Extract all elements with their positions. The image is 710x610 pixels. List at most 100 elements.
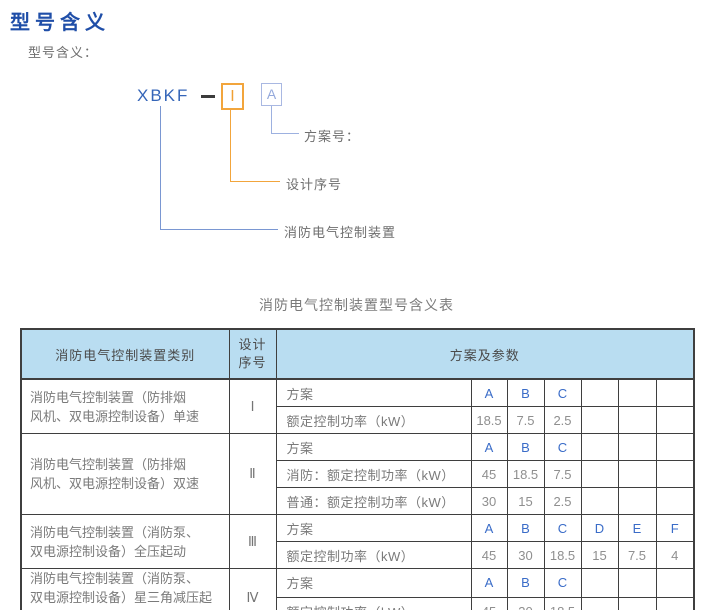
design-no-cell: Ⅲ bbox=[228, 514, 277, 569]
value-cell bbox=[617, 406, 657, 434]
table-row: 额定控制功率（kW） 45 30 18.5 bbox=[21, 596, 695, 610]
value-cell bbox=[617, 596, 657, 610]
value-cell: C bbox=[543, 568, 582, 598]
value-cell bbox=[617, 487, 657, 515]
value-cell: B bbox=[506, 514, 545, 542]
value-cell bbox=[580, 568, 619, 598]
design-no-cell: Ⅳ bbox=[228, 568, 277, 610]
design-connector-line bbox=[230, 108, 231, 181]
design-no-cell: Ⅰ bbox=[228, 378, 277, 434]
value-cell: F bbox=[655, 514, 695, 542]
value-cell bbox=[655, 406, 695, 434]
value-cell bbox=[580, 406, 619, 434]
value-cell bbox=[617, 378, 657, 407]
model-code: XBKF bbox=[137, 86, 190, 105]
value-cell: B bbox=[506, 568, 545, 598]
value-cell bbox=[655, 568, 695, 598]
design-connector-line bbox=[230, 181, 280, 182]
value-cell bbox=[580, 433, 619, 461]
value-cell: A bbox=[470, 568, 508, 598]
value-cell bbox=[617, 433, 657, 461]
row-label-cell: 方案 bbox=[275, 378, 472, 407]
value-cell bbox=[655, 596, 695, 610]
value-cell: 18.5 bbox=[470, 406, 508, 434]
value-cell: 18.5 bbox=[506, 460, 545, 488]
row-label-cell: 额定控制功率（kW） bbox=[275, 406, 472, 434]
row-label-cell: 额定控制功率（kW） bbox=[275, 541, 472, 569]
value-cell bbox=[580, 460, 619, 488]
header-params: 方案及参数 bbox=[275, 328, 695, 380]
value-cell: E bbox=[617, 514, 657, 542]
value-cell: A bbox=[470, 378, 508, 407]
table-row: 消防电气控制装置（消防泵、 双电源控制设备）全压起动 Ⅲ 方案 A B C D … bbox=[20, 514, 695, 569]
row-label-cell: 额定控制功率（kW） bbox=[275, 596, 472, 610]
value-cell bbox=[580, 378, 619, 407]
category-cell: 消防电气控制装置（消防泵、 双电源控制设备）全压起动 bbox=[20, 514, 230, 569]
value-cell: 30 bbox=[506, 596, 545, 610]
header-design-no: 设计 序号 bbox=[228, 328, 277, 380]
value-cell: 4 bbox=[655, 541, 695, 569]
value-cell bbox=[580, 596, 619, 610]
value-cell bbox=[580, 487, 619, 515]
value-cell: C bbox=[543, 514, 582, 542]
value-cell bbox=[655, 378, 695, 407]
value-cell: 18.5 bbox=[543, 541, 582, 569]
device-connector-line bbox=[160, 106, 161, 229]
value-cell bbox=[655, 460, 695, 488]
value-cell: 7.5 bbox=[617, 541, 657, 569]
table-row: 额定控制功率（kW） 45 30 18.5 15 7.5 4 bbox=[21, 541, 695, 569]
model-meaning-table: 消防电气控制装置类别 设计 序号 方案及参数 消防电气控制装置（防排烟 风机、双… bbox=[20, 328, 696, 610]
dash-icon bbox=[201, 95, 215, 98]
page-title: 型号含义 bbox=[10, 12, 110, 34]
value-cell: 7.5 bbox=[543, 460, 582, 488]
value-cell: 30 bbox=[470, 487, 508, 515]
table-row: 消防电气控制装置（防排烟 风机、双电源控制设备）双速 Ⅱ 方案 A B C bbox=[20, 433, 695, 515]
value-cell: B bbox=[506, 433, 545, 461]
value-cell: 45 bbox=[470, 541, 508, 569]
row-label-cell: 方案 bbox=[275, 514, 472, 542]
value-cell: C bbox=[543, 433, 582, 461]
value-cell: C bbox=[543, 378, 582, 407]
row-label-cell: 方案 bbox=[275, 433, 472, 461]
scheme-letter-box: A bbox=[261, 83, 282, 106]
value-cell bbox=[617, 460, 657, 488]
scheme-connector-line bbox=[271, 106, 272, 133]
header-category: 消防电气控制装置类别 bbox=[20, 328, 230, 380]
scheme-connector-line bbox=[271, 133, 299, 134]
device-connector-line bbox=[160, 229, 278, 230]
device-name-label: 消防电气控制装置 bbox=[284, 225, 397, 240]
value-cell: D bbox=[580, 514, 619, 542]
row-label-cell: 方案 bbox=[275, 568, 472, 598]
value-cell: 15 bbox=[506, 487, 545, 515]
value-cell: 7.5 bbox=[506, 406, 545, 434]
value-cell bbox=[655, 433, 695, 461]
category-cell: 消防电气控制装置（防排烟 风机、双电源控制设备）双速 bbox=[20, 433, 230, 515]
value-cell: 45 bbox=[470, 460, 508, 488]
value-cell bbox=[655, 487, 695, 515]
value-cell: B bbox=[506, 378, 545, 407]
design-serial-box: Ⅰ bbox=[221, 83, 244, 110]
value-cell: 2.5 bbox=[543, 406, 582, 434]
scheme-number-label: 方案号： bbox=[304, 129, 361, 144]
table-row: 消防电气控制装置（消防泵、 双电源控制设备）星三角减压起动 Ⅳ 方案 A B C bbox=[20, 568, 695, 610]
value-cell: 2.5 bbox=[543, 487, 582, 515]
table-row: 消防电气控制装置（防排烟 风机、双电源控制设备）单速 Ⅰ 方案 A B C bbox=[20, 378, 695, 434]
design-serial-label: 设计序号 bbox=[286, 177, 343, 192]
value-cell: A bbox=[470, 433, 508, 461]
value-cell: 15 bbox=[580, 541, 619, 569]
table-header-row: 消防电气控制装置类别 设计 序号 方案及参数 bbox=[20, 328, 695, 380]
section-label: 型号含义： bbox=[28, 45, 99, 60]
category-cell: 消防电气控制装置（防排烟 风机、双电源控制设备）单速 bbox=[20, 378, 230, 434]
value-cell bbox=[617, 568, 657, 598]
table-row: 额定控制功率（kW） 18.5 7.5 2.5 bbox=[21, 406, 695, 434]
table-caption: 消防电气控制装置型号含义表 bbox=[259, 297, 454, 313]
value-cell: A bbox=[470, 514, 508, 542]
value-cell: 45 bbox=[470, 596, 508, 610]
row-label-cell: 普通：额定控制功率（kW） bbox=[275, 487, 472, 515]
row-label-cell: 消防：额定控制功率（kW） bbox=[275, 460, 472, 488]
design-no-cell: Ⅱ bbox=[228, 433, 277, 515]
category-cell: 消防电气控制装置（消防泵、 双电源控制设备）星三角减压起动 bbox=[20, 568, 230, 610]
value-cell: 18.5 bbox=[543, 596, 582, 610]
value-cell: 30 bbox=[506, 541, 545, 569]
